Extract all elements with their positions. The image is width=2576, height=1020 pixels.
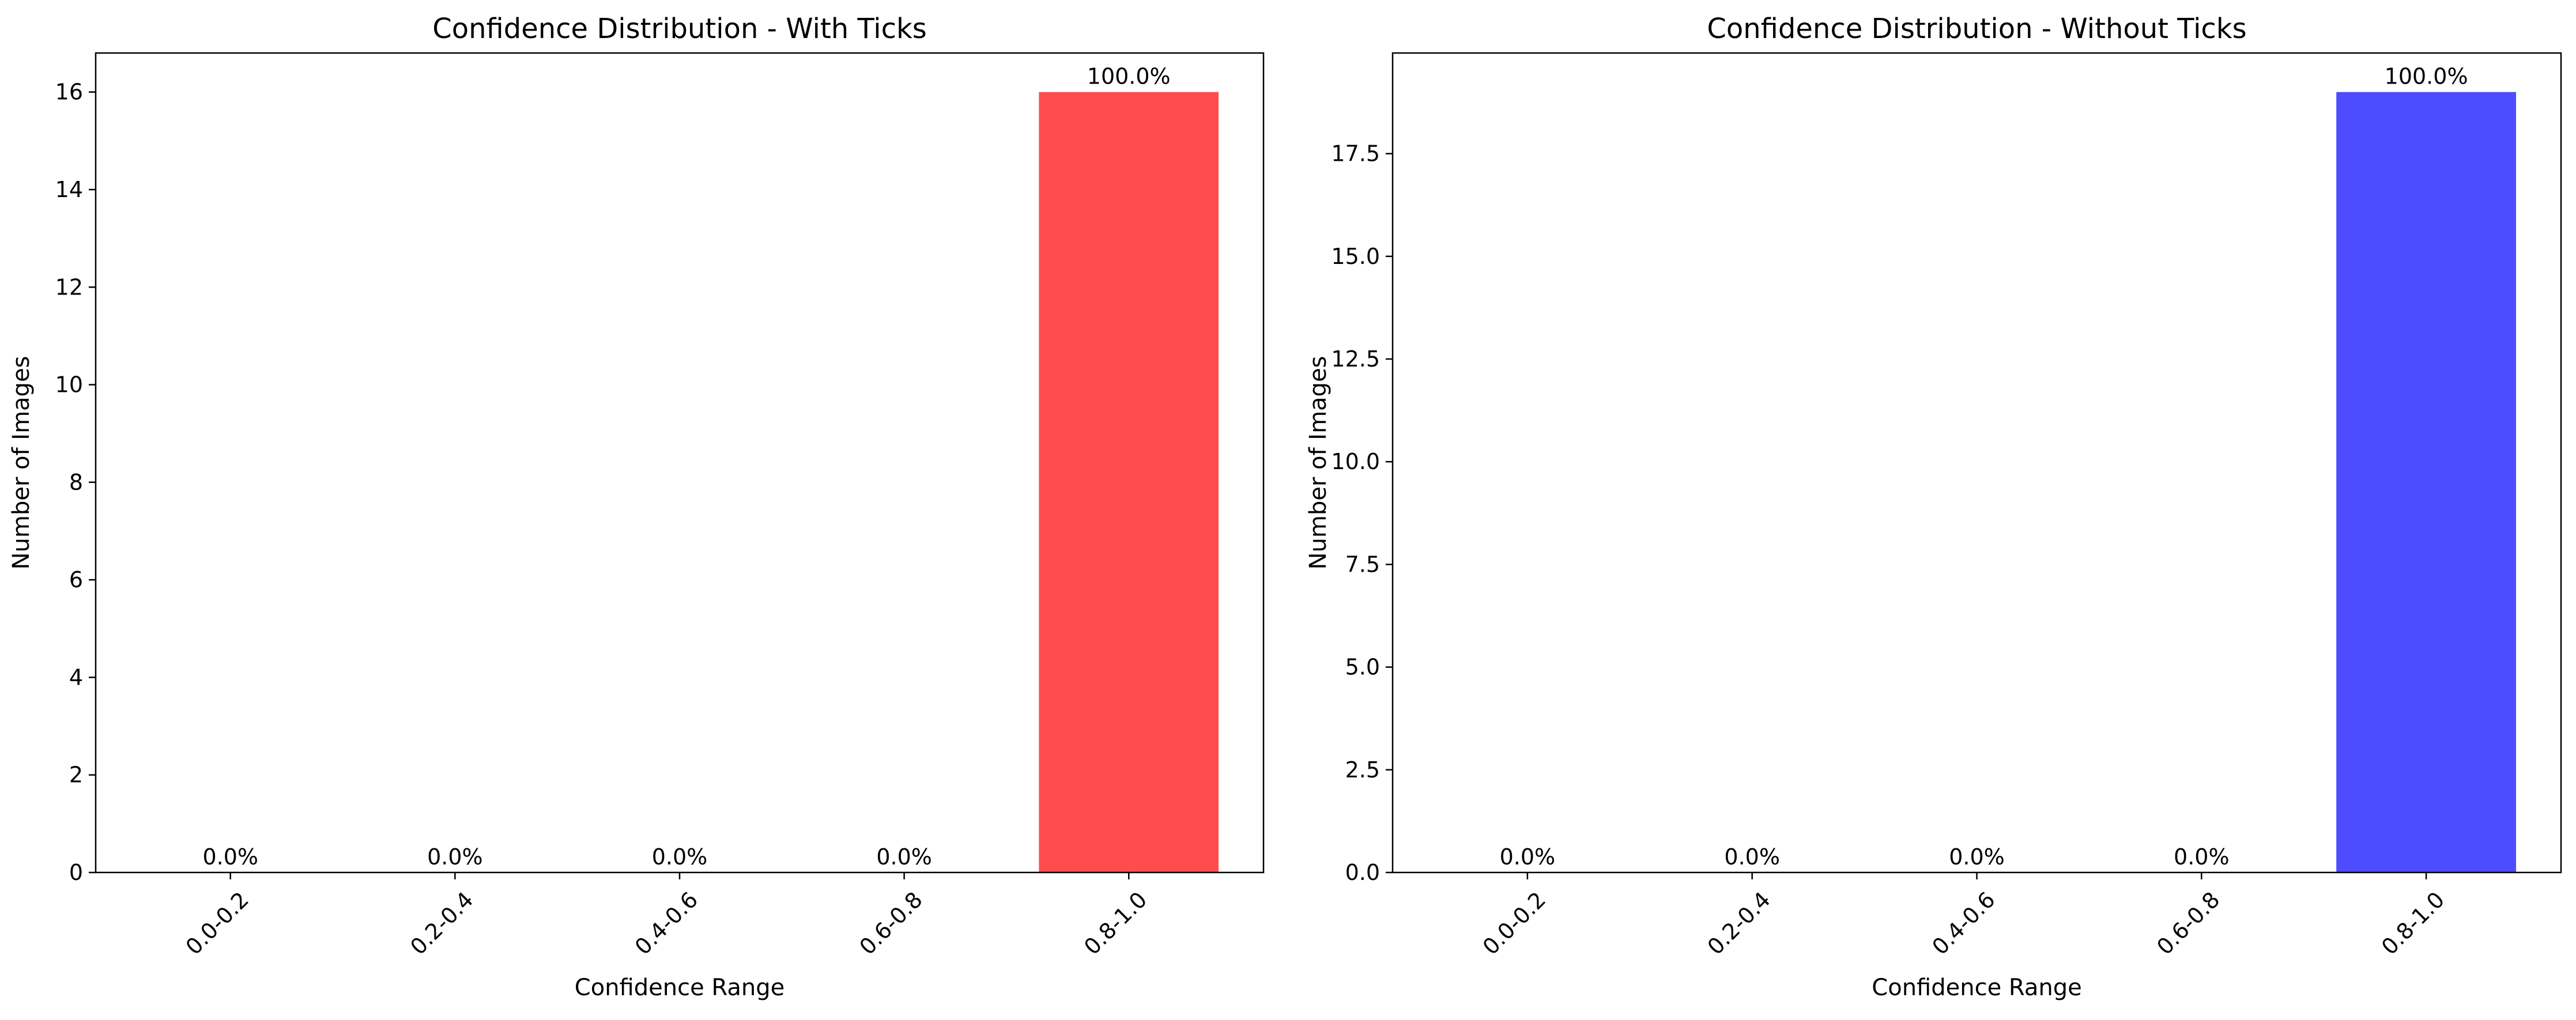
chart-1-ytick-label: 8 (69, 470, 83, 495)
chart-2-bar-label-0.4-0.6: 0.0% (1949, 844, 2005, 870)
chart-1-ytick-label: 6 (69, 567, 83, 592)
chart-1-bar-label-0.2-0.4: 0.0% (427, 844, 483, 870)
chart-1-x-axis-label: Confidence Range (575, 974, 785, 1001)
chart-1-xtick-label: 0.8-1.0 (1079, 887, 1152, 959)
chart-2-x-axis-label: Confidence Range (1872, 974, 2081, 1001)
chart-1-bar-label-0.4-0.6: 0.0% (652, 844, 708, 870)
chart-2-xtick-label: 0.8-1.0 (2377, 887, 2449, 959)
chart-2-bar-label-0.2-0.4: 0.0% (1724, 844, 1780, 870)
chart-1-ytick-label: 12 (55, 274, 83, 300)
chart-2-ytick-label: 2.5 (1345, 757, 1380, 783)
chart-1-ytick-label: 0 (69, 860, 83, 885)
chart-2-ytick-label: 17.5 (1331, 141, 1380, 167)
chart-1-bar-label-0.8-1.0: 100.0% (1087, 64, 1171, 89)
chart-1-xtick-label: 0.2-0.4 (405, 887, 478, 959)
chart-1-ytick-label: 14 (55, 177, 83, 202)
chart-2-bar-label-0.0-0.2: 0.0% (1500, 844, 1556, 870)
chart-1-bar-label-0.0-0.2: 0.0% (202, 844, 258, 870)
chart-1-ytick-label: 4 (69, 664, 83, 690)
chart-2-ytick-label: 10.0 (1331, 449, 1380, 474)
chart-1-xtick-label: 0.6-0.8 (855, 887, 927, 959)
chart-2-xtick-label: 0.2-0.4 (1703, 887, 1775, 959)
chart-1-xtick-label: 0.4-0.6 (630, 887, 703, 959)
chart-2-bar-label-0.8-1.0: 100.0% (2385, 64, 2468, 89)
chart-2-ytick-label: 5.0 (1345, 655, 1380, 680)
chart-2-ytick-label: 15.0 (1331, 244, 1380, 269)
chart-2-ytick-label: 7.5 (1345, 551, 1380, 577)
chart-1-xtick-label: 0.0-0.2 (181, 887, 254, 959)
chart-1-ytick-label: 2 (69, 762, 83, 788)
chart-2-xtick-label: 0.6-0.8 (2152, 887, 2224, 959)
chart-1-ytick-label: 10 (55, 372, 83, 398)
chart-1-title: Confidence Distribution - With Ticks (432, 13, 927, 45)
chart-1-bar-label-0.6-0.8: 0.0% (876, 844, 932, 870)
chart-2-bar-0.8-1.0 (2336, 92, 2517, 873)
chart-2-ytick-label: 12.5 (1331, 346, 1380, 372)
chart-2-y-axis-label: Number of Images (1305, 356, 1332, 570)
chart-2-xtick-label: 0.4-0.6 (1927, 887, 2000, 959)
chart-2-title: Confidence Distribution - Without Ticks (1707, 13, 2246, 45)
chart-2-bar-label-0.6-0.8: 0.0% (2174, 844, 2230, 870)
chart-1-y-axis-label: Number of Images (8, 356, 35, 570)
chart-2-xtick-label: 0.0-0.2 (1478, 887, 1551, 959)
chart-1-bar-0.8-1.0 (1039, 92, 1219, 873)
chart-2-ytick-label: 0.0 (1345, 860, 1380, 885)
chart-1-ytick-label: 16 (55, 80, 83, 105)
